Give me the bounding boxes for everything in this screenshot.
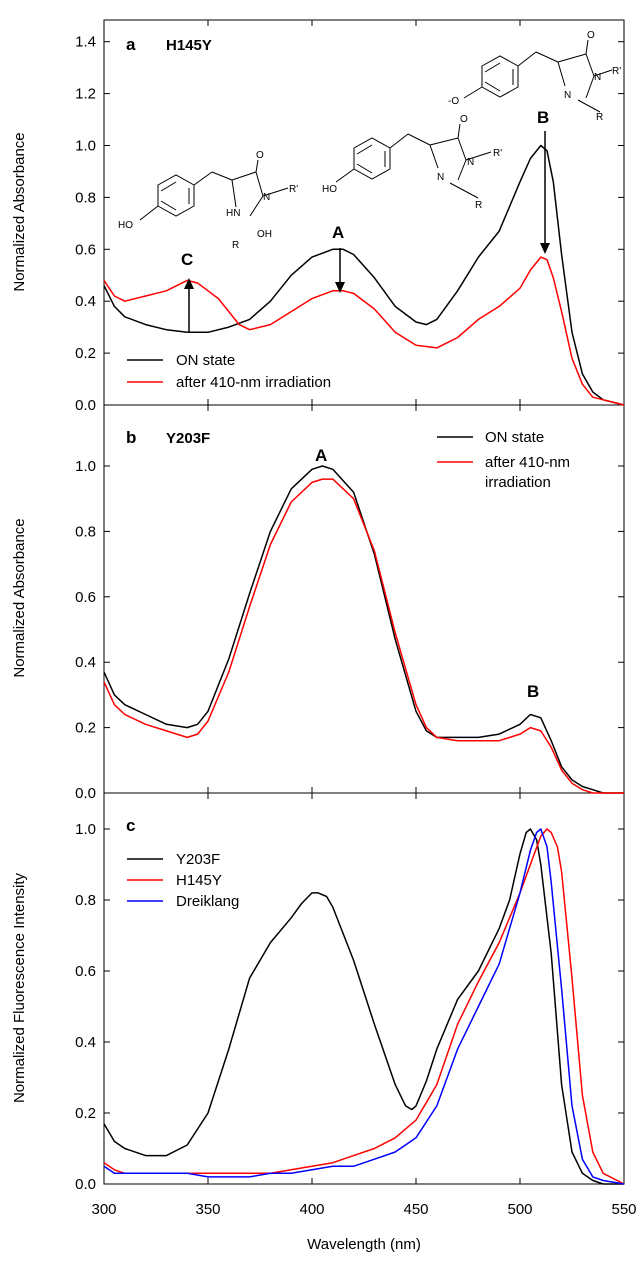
struct-c-ho: HO	[118, 220, 133, 231]
structure-a	[335, 123, 492, 199]
legend-b-label-1: after 410-nm irradiation	[485, 454, 570, 491]
ytick-label-a-3: 0.6	[75, 241, 96, 258]
struct-b-n: N	[564, 90, 571, 101]
ytick-label-b-0: 0.0	[75, 785, 96, 802]
xtick-label-2: 400	[299, 1201, 324, 1218]
struct-a-r: R	[475, 200, 482, 211]
xtick-label-3: 450	[403, 1201, 428, 1218]
struct-b-o-minus: -O	[448, 96, 459, 107]
ytick-label-a-6: 1.2	[75, 86, 96, 103]
peak-label-b-b: B	[527, 682, 539, 701]
series-b-1	[103, 478, 624, 794]
ytick-label-c-0: 0.0	[75, 1176, 96, 1193]
legend-a: ON state after 410-nm irradiation	[127, 352, 331, 391]
series-c-0	[103, 828, 624, 1185]
ytick-label-c-4: 0.8	[75, 892, 96, 909]
xtick-label-5: 550	[611, 1201, 636, 1218]
struct-b-r: R	[596, 112, 603, 123]
series-c-1	[103, 828, 625, 1185]
struct-b-rp: R'	[612, 66, 621, 77]
legend-c-label-0: Y203F	[176, 851, 220, 868]
ytick-label-b-3: 0.6	[75, 589, 96, 606]
panel-a-letter: a	[126, 35, 136, 54]
peak-label-b: B	[537, 108, 549, 127]
struct-a-o: O	[460, 114, 468, 125]
struct-a-ho: HO	[322, 184, 337, 195]
series-a-0	[103, 144, 625, 406]
struct-c-oh: OH	[257, 229, 272, 240]
struct-a-rp: R'	[493, 148, 502, 159]
arrow-b	[540, 131, 550, 254]
ytick-label-a-0: 0.0	[75, 397, 96, 414]
ytick-label-b-1: 0.2	[75, 720, 96, 737]
panel-c-frame	[103, 792, 625, 1185]
x-axis-label: Wavelength (nm)	[307, 1236, 421, 1253]
ytick-label-c-3: 0.6	[75, 963, 96, 980]
ytick-label-a-2: 0.4	[75, 293, 96, 310]
ytick-label-b-2: 0.4	[75, 654, 96, 671]
arrow-a	[335, 248, 345, 293]
struct-c-n: N	[263, 192, 270, 203]
struct-a-n: N	[437, 172, 444, 183]
ytick-label-a-4: 0.8	[75, 189, 96, 206]
ytick-label-a-7: 1.4	[75, 34, 96, 51]
ytick-label-c-1: 0.2	[75, 1105, 96, 1122]
ytick-label-c-5: 1.0	[75, 821, 96, 838]
ytick-label-c-2: 0.4	[75, 1034, 96, 1051]
struct-c-rp: R'	[289, 184, 298, 195]
panel-c-letter: c	[126, 816, 135, 835]
y-axis-label-c: Normalized Fluorescence Intensity	[11, 872, 28, 1103]
xtick-label-1: 350	[195, 1201, 220, 1218]
xtick-label-4: 500	[507, 1201, 532, 1218]
legend-a-label-1: after 410-nm irradiation	[176, 374, 331, 391]
ytick-label-a-1: 0.2	[75, 345, 96, 362]
structure-b	[463, 39, 613, 113]
arrow-c	[184, 278, 194, 332]
axis-ticks: 0.0 0.2 0.4 0.6 0.8 1.0 1.2 1.4 0.0 0.2 0.4 0.6 0.8 1…	[75, 20, 637, 1218]
legend-c-label-1: H145Y	[176, 872, 222, 889]
ytick-label-b-5: 1.0	[75, 458, 96, 475]
y-axis-label-b: Normalized Absorbance	[11, 518, 28, 677]
legend-a-label-0: ON state	[176, 352, 235, 369]
panel-b-letter: b	[126, 428, 136, 447]
peak-label-c: C	[181, 250, 193, 269]
peak-label-a: A	[332, 223, 344, 242]
series-c-2	[103, 828, 625, 1185]
xtick-label-0: 300	[91, 1201, 116, 1218]
y-axis-label-a: Normalized Absorbance	[11, 132, 28, 291]
struct-c-o: O	[256, 150, 264, 161]
struct-c-r: R	[232, 240, 239, 251]
struct-a-nr: N	[467, 157, 474, 168]
struct-c-hn: HN	[226, 208, 240, 219]
struct-b-nr: N	[594, 72, 601, 83]
legend-c-label-2: Dreiklang	[176, 893, 239, 910]
legend-b-label-0: ON state	[485, 429, 544, 446]
ytick-label-b-4: 0.8	[75, 523, 96, 540]
peak-label-b-a: A	[315, 446, 327, 465]
struct-b-o: O	[587, 30, 595, 41]
panel-b-title: Y203F	[166, 430, 210, 447]
ytick-label-a-5: 1.0	[75, 138, 96, 155]
legend-c: Y203F H145Y Dreiklang	[127, 851, 239, 910]
series-layer	[103, 144, 625, 1185]
legend-b: ON state after 410-nm irradiation	[437, 429, 570, 491]
series-b-0	[103, 465, 624, 794]
structure-c	[139, 159, 289, 221]
panel-a-title: H145Y	[166, 37, 212, 54]
